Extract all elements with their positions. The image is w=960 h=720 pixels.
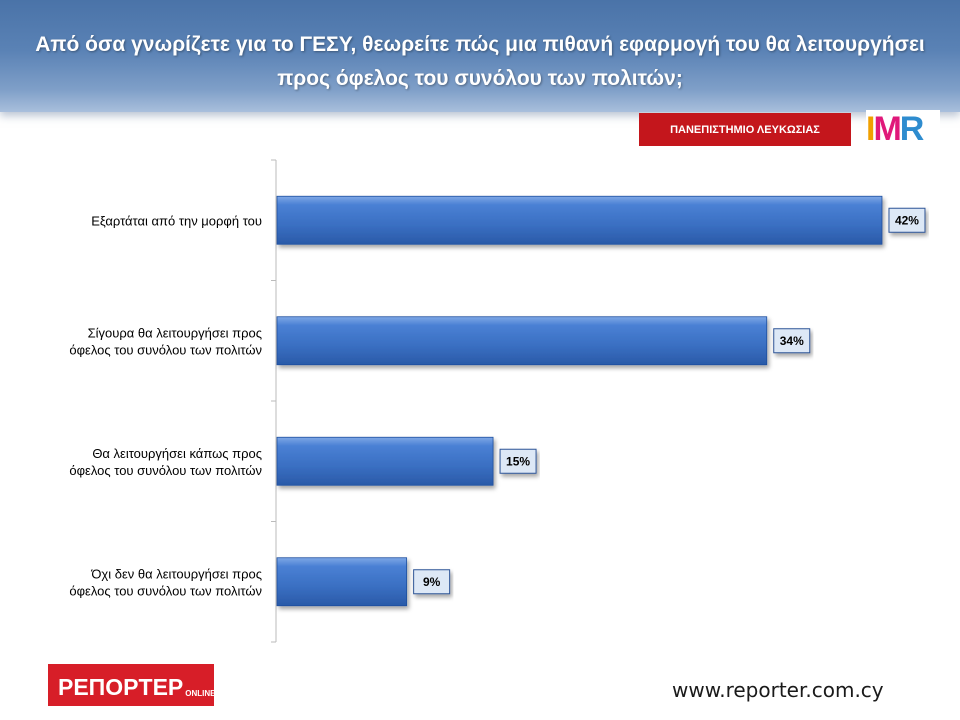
category-label: Εξαρτάται από την μορφή του <box>91 213 262 228</box>
bar <box>276 436 494 486</box>
footer-url: www.reporter.com.cy <box>672 678 884 702</box>
reporter-logo: ΡΕΠΟΡΤΕΡ ONLINE <box>48 664 216 706</box>
page-title: Από όσα γνωρίζετε για το ΓΕΣΥ, θεωρείτε … <box>35 33 925 90</box>
data-label-box <box>499 448 537 474</box>
data-label-box <box>413 569 451 595</box>
reporter-logo-text: ΡΕΠΟΡΤΕΡ <box>58 674 184 700</box>
imr-logo-letter-r: R <box>899 110 925 148</box>
bar <box>276 557 408 607</box>
imr-logo-letter-i: I <box>866 110 876 148</box>
data-label: 34% <box>780 334 804 348</box>
data-label-box <box>888 207 926 233</box>
data-label-box <box>773 328 811 354</box>
category-label: Θα λειτουργήσει κάπως προς <box>92 446 262 461</box>
reporter-logo-subtext: ONLINE <box>185 689 216 698</box>
header-banner: Από όσα γνωρίζετε για το ΓΕΣΥ, θεωρείτε … <box>0 0 960 112</box>
data-label: 42% <box>895 213 919 227</box>
data-label: 9% <box>423 575 441 589</box>
bar <box>276 316 768 366</box>
university-logo: ΠΑΝΕΠΙΣΤΗΜΙΟ ΛΕΥΚΩΣΙΑΣ <box>639 113 851 146</box>
imr-logo: IMR <box>866 110 940 148</box>
category-label: όφελος του συνόλου των πολιτών <box>69 463 262 478</box>
category-label: όφελος του συνόλου των πολιτών <box>69 342 262 357</box>
category-label: Σίγουρα θα λειτουργήσει προς <box>88 325 262 340</box>
data-label: 15% <box>506 454 530 468</box>
category-label: όφελος του συνόλου των πολιτών <box>69 583 262 598</box>
imr-logo-letter-m: M <box>873 110 901 148</box>
category-label: Όχι δεν θα λειτουργήσει προς <box>90 566 262 581</box>
bar <box>276 195 883 245</box>
